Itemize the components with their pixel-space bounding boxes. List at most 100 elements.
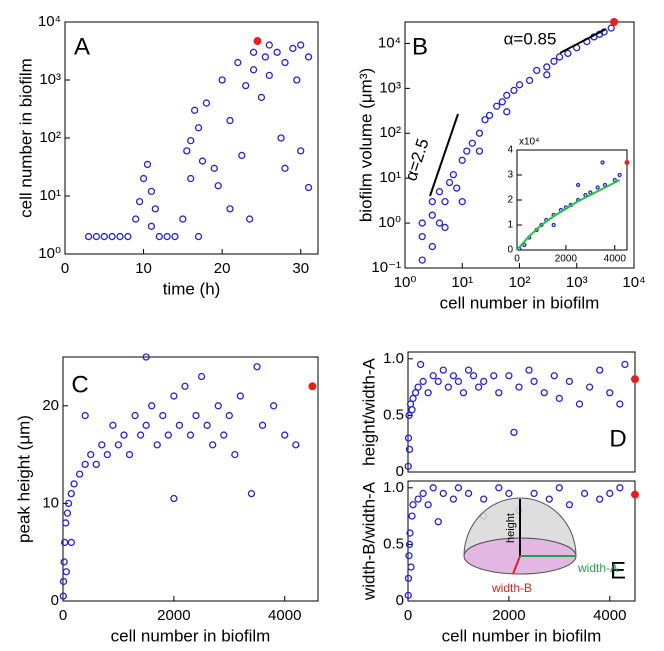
data-point xyxy=(155,232,163,241)
highlight-point xyxy=(624,160,630,165)
data-point xyxy=(270,402,278,410)
data-point xyxy=(515,383,523,391)
data-point xyxy=(445,178,454,187)
plot-frame xyxy=(62,356,319,602)
data-point xyxy=(444,383,453,391)
fit-curve xyxy=(516,179,621,251)
data-point xyxy=(606,389,614,397)
data-point xyxy=(596,495,604,503)
data-point xyxy=(405,540,414,549)
data-point xyxy=(60,558,68,566)
data-point xyxy=(515,81,524,89)
data-point xyxy=(198,157,207,165)
inset-exponent: x10⁴ xyxy=(519,137,539,148)
data-point xyxy=(192,411,200,420)
data-point xyxy=(304,53,313,61)
data-point xyxy=(441,198,449,206)
panel-label: D xyxy=(609,425,626,452)
data-point xyxy=(409,394,417,403)
data-point xyxy=(459,389,468,397)
data-point xyxy=(607,24,615,32)
x-tick-label: 0 xyxy=(59,607,67,624)
inset: 0 2000 4000 0 1 2 3 4 x10⁴ xyxy=(507,137,630,265)
y-tick-label: 20 xyxy=(42,397,59,414)
data-point xyxy=(407,563,415,571)
data-point xyxy=(510,428,518,437)
panel-label: E xyxy=(610,557,626,584)
data-point xyxy=(136,431,145,439)
x-tick-label: 4000 xyxy=(593,607,626,624)
data-point xyxy=(159,411,167,420)
x-tick-label: 20 xyxy=(214,260,231,277)
data-point xyxy=(454,484,463,492)
data-point xyxy=(480,495,488,503)
data-point xyxy=(281,58,289,67)
x-tick-label: 10⁰ xyxy=(394,274,417,291)
data-point xyxy=(170,494,178,503)
data-point xyxy=(414,495,422,503)
data-point xyxy=(194,124,203,132)
data-point xyxy=(464,489,473,498)
data-point xyxy=(247,489,256,498)
y-tick-label: 10² xyxy=(39,129,61,146)
data-point xyxy=(209,441,217,449)
data-point xyxy=(522,242,527,248)
y-tick-label: 10¹ xyxy=(39,187,61,204)
data-point xyxy=(555,484,563,492)
data-point xyxy=(135,197,144,206)
data-point xyxy=(493,102,501,110)
y-axis-label: biofilm volume (μm³) xyxy=(356,68,375,222)
data-point xyxy=(67,489,75,498)
data-point xyxy=(550,57,558,65)
slope-annotation: α=2.5 xyxy=(401,136,432,183)
data-point xyxy=(236,392,245,400)
data-point xyxy=(555,53,564,61)
plot-frame xyxy=(407,480,636,602)
data-point xyxy=(580,489,589,498)
data-point xyxy=(424,389,432,397)
data-point xyxy=(273,48,281,56)
data-point xyxy=(67,538,75,547)
y-tick-label: 1.0 xyxy=(383,350,404,367)
data-point xyxy=(530,489,538,498)
x-tick-label: 0 xyxy=(61,260,69,277)
data-point xyxy=(408,406,416,414)
y-tick-label: 10 xyxy=(42,494,59,511)
x-axis-label: cell number in biofilm xyxy=(440,293,600,312)
data-point xyxy=(498,98,506,106)
data-point xyxy=(475,129,484,137)
data-point xyxy=(120,431,128,439)
data-point xyxy=(463,147,471,155)
x-tick-label: 4000 xyxy=(604,254,627,265)
data-point xyxy=(253,363,261,371)
y-tick-label: 10³ xyxy=(379,79,401,96)
data-point xyxy=(214,402,222,410)
data-point xyxy=(503,91,511,99)
data-point xyxy=(234,58,242,67)
data-point xyxy=(183,147,191,155)
x-tick-label: 30 xyxy=(292,260,309,277)
y-tick-label: 0.5 xyxy=(383,406,404,423)
data-point xyxy=(617,172,622,178)
data-point xyxy=(142,421,150,429)
data-point xyxy=(475,147,484,155)
data-point xyxy=(170,392,178,400)
data-point xyxy=(171,232,179,241)
highlight-point xyxy=(631,375,639,384)
data-point xyxy=(225,411,233,420)
data-point xyxy=(540,389,548,397)
data-point xyxy=(428,198,436,206)
data-point xyxy=(575,400,584,408)
data-point xyxy=(503,108,511,116)
data-point xyxy=(606,489,614,498)
data-point xyxy=(245,215,254,223)
data-point xyxy=(190,106,199,114)
data-point xyxy=(265,71,273,80)
data-point xyxy=(405,552,413,560)
data-point xyxy=(109,421,117,429)
data-point xyxy=(238,151,246,160)
data-point xyxy=(131,411,139,420)
highlight-point xyxy=(308,382,317,391)
